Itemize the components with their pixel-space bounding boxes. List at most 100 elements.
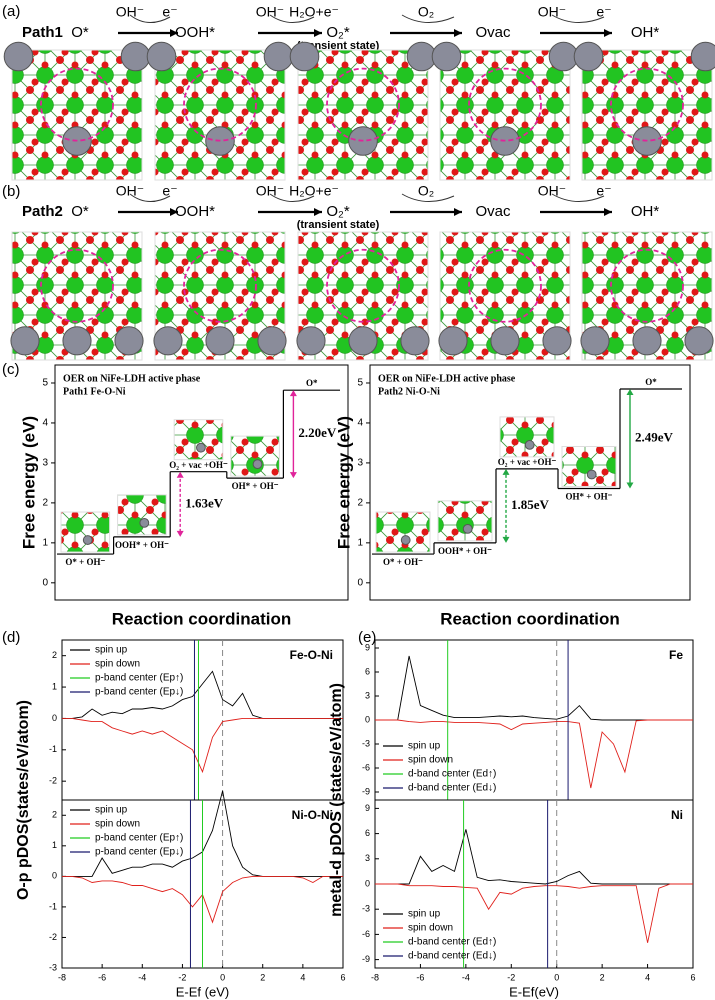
y-tick-label: 6 [365, 666, 370, 676]
y-tick-label: -6 [362, 929, 370, 939]
gap-label: 1.63eV [185, 495, 224, 510]
arrow-label: OH⁻ [116, 4, 144, 20]
species: O* [71, 203, 89, 220]
panel-label: (a) [2, 3, 20, 20]
arrow-label: OH⁻ [116, 183, 144, 199]
crystal-structure [230, 435, 280, 477]
transient-note: (transient state) [297, 219, 380, 231]
legend-label: spin up [95, 805, 128, 816]
panel-label: (e) [358, 629, 376, 646]
y-tick-label: 3 [365, 853, 370, 863]
y-tick-label: 2 [357, 498, 363, 509]
y-tick-label: 0 [365, 878, 370, 888]
arrow-head [604, 208, 612, 216]
arrow-label: H₂O+e⁻ [289, 183, 339, 199]
path-label: Path2 [22, 203, 63, 220]
y-axis-label: metal-d pDOS (states/eV/atom) [328, 683, 345, 917]
y-tick-label: 0 [42, 577, 48, 588]
metal-atom [114, 326, 144, 356]
y-axis-label: Free energy (eV) [334, 416, 353, 549]
curved-arrow [129, 193, 171, 202]
chart-subtitle: Path1 Fe-O-Ni [63, 386, 126, 397]
metal-atom [205, 326, 235, 356]
legend-label: p-band center (Ep↓) [95, 847, 183, 858]
level-label: OOH* + OH⁻ [438, 546, 492, 556]
legend-label: p-band center (Ep↓) [95, 687, 183, 698]
crystal-structure [499, 416, 555, 458]
y-tick-label: 4 [357, 418, 363, 429]
transient-note: (transient state) [297, 40, 380, 52]
x-tick-label: -6 [98, 972, 106, 982]
active-site-ring [610, 248, 684, 323]
active-site-ring [183, 67, 257, 142]
metal-atom [82, 535, 93, 545]
metal-atom [632, 326, 662, 356]
plot-frame [369, 364, 691, 601]
crystal-structure [60, 511, 111, 553]
curved-arrow [269, 14, 315, 23]
y-tick-label: -3 [49, 962, 57, 972]
x-tick-label: -4 [462, 972, 470, 982]
metal-atom [3, 41, 34, 72]
panel-label: (b) [2, 183, 20, 200]
arrow-head [170, 29, 178, 37]
curved-arrow [551, 14, 605, 23]
species: OH* [631, 24, 660, 41]
gap-label: 2.49eV [635, 430, 674, 445]
x-tick-label: 4 [300, 972, 305, 982]
y-tick-label: 0 [52, 871, 57, 881]
gap-label: 1.85eV [511, 497, 550, 512]
species: OOH* [175, 24, 215, 41]
arrow-label: OH⁻ [538, 183, 566, 199]
dos-curve [375, 719, 693, 789]
legend-label: spin up [408, 909, 441, 920]
active-site-ring [326, 248, 400, 323]
y-tick-label: 2 [52, 810, 57, 820]
subplot-label: Fe-O-Ni [290, 648, 333, 662]
y-tick-label: 1 [357, 537, 363, 548]
metal-atom [524, 440, 535, 450]
metal-atom [542, 326, 572, 356]
crystal-structure [437, 500, 493, 542]
y-axis-label: O-p pDOS(states/eV/atom) [15, 700, 32, 900]
level-label: OH* + OH⁻ [566, 492, 613, 502]
arrow-head [314, 208, 322, 216]
curved-arrow [401, 14, 455, 23]
arrow-head [454, 29, 462, 37]
path-label: Path1 [22, 24, 63, 41]
dos-curve [62, 717, 343, 774]
arrow-label: e⁻ [162, 183, 177, 199]
crystal-structure [173, 419, 224, 461]
crystal-structure [154, 49, 286, 181]
level-label: O* [306, 378, 318, 388]
metal-atom [153, 326, 183, 356]
dos-curve [375, 883, 693, 943]
metal-atom [462, 523, 473, 534]
species: Ovac [475, 203, 511, 220]
x-axis-label: Reaction coordination [440, 609, 619, 628]
subplot-label: Ni [671, 808, 683, 822]
metal-atom [252, 459, 263, 470]
x-axis-label: E-Ef (eV) [176, 984, 229, 999]
legend-label: p-band center (Ep↑) [95, 833, 183, 844]
metal-atom [196, 442, 206, 453]
chart-subtitle: Path2 Ni-O-Ni [378, 386, 440, 397]
active-site-ring [468, 248, 542, 323]
legend-label: spin up [95, 645, 128, 656]
species: Ovac [475, 24, 511, 41]
metal-atom [690, 41, 715, 72]
y-axis-label: Free energy (eV) [19, 416, 38, 549]
x-tick-label: 2 [260, 972, 265, 982]
legend-label: d-band center (Ed↓) [408, 783, 496, 794]
y-tick-label: 5 [42, 378, 48, 389]
metal-atom [263, 41, 294, 72]
crystal-structure [11, 49, 143, 181]
y-tick-label: 9 [365, 803, 370, 813]
arrow-head [170, 208, 178, 216]
active-site-ring [326, 67, 400, 142]
x-tick-label: -2 [507, 972, 515, 982]
y-tick-label: 5 [357, 378, 363, 389]
x-tick-label: 6 [340, 972, 345, 982]
metal-atom [289, 41, 320, 72]
species: OH* [631, 203, 660, 220]
